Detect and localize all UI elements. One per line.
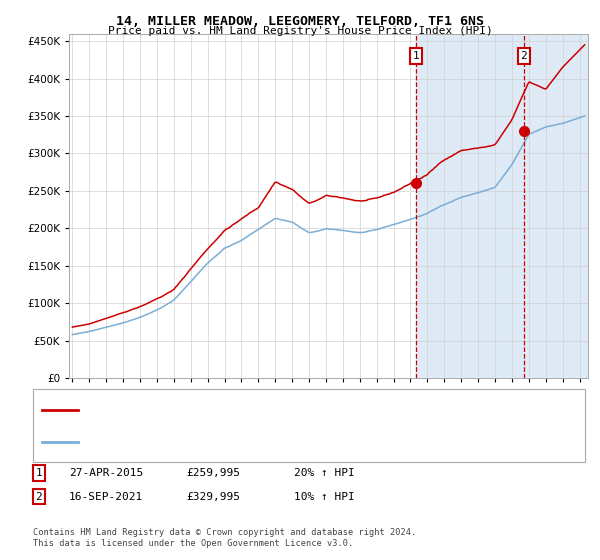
Text: 2: 2 (521, 51, 527, 61)
Text: 2: 2 (35, 492, 43, 502)
Text: 16-SEP-2021: 16-SEP-2021 (69, 492, 143, 502)
Text: £329,995: £329,995 (186, 492, 240, 502)
Text: Price paid vs. HM Land Registry's House Price Index (HPI): Price paid vs. HM Land Registry's House … (107, 26, 493, 36)
Text: 14, MILLER MEADOW, LEEGOMERY, TELFORD, TF1 6NS (detached house): 14, MILLER MEADOW, LEEGOMERY, TELFORD, T… (82, 404, 452, 414)
Text: £259,995: £259,995 (186, 468, 240, 478)
Text: 14, MILLER MEADOW, LEEGOMERY, TELFORD, TF1 6NS: 14, MILLER MEADOW, LEEGOMERY, TELFORD, T… (116, 15, 484, 27)
Text: 1: 1 (35, 468, 43, 478)
Text: 27-APR-2015: 27-APR-2015 (69, 468, 143, 478)
Text: 20% ↑ HPI: 20% ↑ HPI (294, 468, 355, 478)
Text: 1: 1 (413, 51, 419, 61)
Text: HPI: Average price, detached house, Telford and Wrekin: HPI: Average price, detached house, Telf… (82, 437, 400, 447)
Text: Contains HM Land Registry data © Crown copyright and database right 2024.: Contains HM Land Registry data © Crown c… (33, 528, 416, 536)
Bar (416, 34, 588, 378)
Text: This data is licensed under the Open Government Licence v3.0.: This data is licensed under the Open Gov… (33, 539, 353, 548)
Text: 10% ↑ HPI: 10% ↑ HPI (294, 492, 355, 502)
